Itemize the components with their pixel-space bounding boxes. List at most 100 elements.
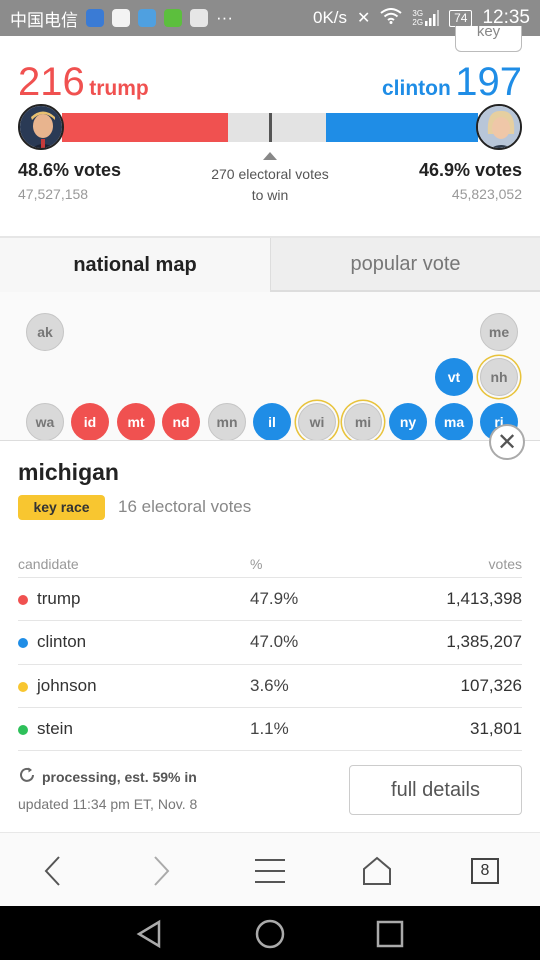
candidate-votes: 107,326 bbox=[460, 676, 522, 695]
key-race-badge: key race bbox=[18, 495, 105, 520]
download-app-icon bbox=[164, 9, 182, 27]
win-marker-arrow-icon bbox=[263, 152, 277, 160]
candidate-color-dot bbox=[18, 682, 28, 692]
chevron-right-icon bbox=[154, 856, 170, 886]
state-mn[interactable]: mn bbox=[208, 403, 246, 441]
clock: 12:35 bbox=[482, 7, 530, 28]
column-header-votes: votes bbox=[488, 556, 522, 572]
tab-national-map[interactable]: national map bbox=[0, 238, 270, 292]
network-speed: 0K/s bbox=[312, 8, 348, 27]
calendar-app-icon bbox=[190, 9, 208, 27]
chevron-left-icon bbox=[44, 856, 60, 886]
processing-text: processing, est. 59% in bbox=[42, 768, 197, 785]
full-details-button[interactable]: full details bbox=[349, 765, 522, 815]
trump-score: 216 trump bbox=[18, 60, 149, 105]
state-title: michigan bbox=[18, 459, 119, 485]
overflow-icon: ··· bbox=[216, 8, 233, 27]
candidate-votes: 31,801 bbox=[470, 719, 522, 738]
candidate-name: clinton bbox=[37, 632, 87, 651]
national-map: ak me vt nh wa id mt nd mn il wi mi ny ma ri bbox=[0, 292, 540, 442]
tab-count: 8 bbox=[471, 858, 499, 884]
notification-app-icon bbox=[86, 9, 104, 27]
candidate-name: johnson bbox=[37, 676, 97, 695]
nav-recents-button[interactable] bbox=[374, 918, 406, 950]
state-mi[interactable]: mi bbox=[344, 403, 382, 441]
clinton-popular-votes: 45,823,052 bbox=[451, 186, 522, 202]
clinton-name: clinton bbox=[381, 77, 451, 100]
column-header-percent: % bbox=[250, 556, 263, 572]
mute-icon: ✕ bbox=[357, 10, 371, 27]
home-button[interactable] bbox=[359, 853, 395, 889]
updated-timestamp: updated 11:34 pm ET, Nov. 8 bbox=[18, 796, 198, 812]
state-wa[interactable]: wa bbox=[26, 403, 64, 441]
candidate-color-dot bbox=[18, 595, 28, 605]
trump-electoral-count: 216 bbox=[18, 60, 85, 104]
home-icon bbox=[363, 856, 391, 885]
state-nh[interactable]: nh bbox=[480, 358, 518, 396]
trump-name: trump bbox=[89, 77, 149, 100]
win-threshold-line bbox=[269, 113, 272, 142]
menu-button[interactable] bbox=[252, 853, 288, 889]
clinton-popular-pct: 46.9% votes bbox=[418, 160, 522, 180]
message-app-icon bbox=[138, 9, 156, 27]
close-button[interactable]: ✕ bbox=[489, 424, 525, 460]
candidate-color-dot bbox=[18, 638, 28, 648]
carrier-label: 中国电信 bbox=[10, 10, 78, 30]
view-tabs: national map popular vote bbox=[0, 236, 540, 292]
nav-home-button[interactable] bbox=[254, 918, 286, 950]
candidate-name: stein bbox=[37, 719, 73, 738]
back-button[interactable] bbox=[35, 853, 71, 889]
candidate-percent: 47.9% bbox=[250, 589, 299, 608]
state-nd[interactable]: nd bbox=[162, 403, 200, 441]
system-nav-bar bbox=[0, 906, 540, 960]
to-win-line2: to win bbox=[251, 187, 289, 203]
network-type-bottom: 2G bbox=[412, 18, 424, 27]
nav-back-button[interactable] bbox=[134, 918, 166, 950]
candidate-percent: 47.0% bbox=[250, 632, 299, 651]
column-header-candidate: candidate bbox=[18, 556, 79, 572]
state-il[interactable]: il bbox=[253, 403, 291, 441]
state-ak[interactable]: ak bbox=[26, 313, 64, 351]
table-row: clinton 47.0% 1,385,207 bbox=[18, 620, 522, 664]
processing-status: processing, est. 59% in bbox=[18, 766, 197, 787]
trump-bar-fill bbox=[62, 113, 228, 142]
trump-popular-pct: 48.6% votes bbox=[18, 160, 122, 180]
triangle-back-icon bbox=[136, 919, 161, 949]
menu-icon bbox=[255, 859, 285, 883]
key-button[interactable]: key bbox=[455, 26, 522, 52]
state-wi[interactable]: wi bbox=[298, 403, 336, 441]
state-me[interactable]: me bbox=[480, 313, 518, 351]
network-type-top: 3G bbox=[412, 9, 424, 18]
square-recents-icon bbox=[376, 920, 404, 948]
forward-button[interactable] bbox=[143, 853, 179, 889]
state-mt[interactable]: mt bbox=[117, 403, 155, 441]
battery-icon: 74 bbox=[449, 9, 473, 27]
signal-icon: 3G 2G bbox=[412, 9, 440, 27]
candidate-votes: 1,413,398 bbox=[446, 589, 522, 608]
browser-toolbar: 8 bbox=[0, 832, 540, 906]
electoral-progress-bar bbox=[62, 113, 478, 142]
table-row: johnson 3.6% 107,326 bbox=[18, 664, 522, 708]
state-id[interactable]: id bbox=[71, 403, 109, 441]
state-vt[interactable]: vt bbox=[435, 358, 473, 396]
status-bar: 中国电信 ··· 0K/s ✕ 3G 2G 74 12:35 bbox=[0, 0, 540, 36]
state-ma[interactable]: ma bbox=[435, 403, 473, 441]
to-win-line1: 270 electoral votes bbox=[211, 166, 329, 182]
table-row: trump 47.9% 1,413,398 bbox=[18, 577, 522, 621]
state-ny[interactable]: ny bbox=[389, 403, 427, 441]
circle-home-icon bbox=[255, 919, 285, 949]
clinton-avatar bbox=[476, 104, 522, 150]
refresh-icon bbox=[18, 766, 36, 787]
clinton-score: clinton 197 bbox=[382, 60, 522, 105]
to-win-label: 270 electoral votes to win bbox=[190, 164, 350, 206]
tab-popular-vote[interactable]: popular vote bbox=[270, 238, 540, 292]
candidate-percent: 3.6% bbox=[250, 676, 289, 695]
clinton-bar-fill bbox=[326, 113, 478, 142]
tabs-button[interactable]: 8 bbox=[467, 853, 503, 889]
candidate-name: trump bbox=[37, 589, 81, 608]
clinton-electoral-count: 197 bbox=[455, 60, 522, 104]
trump-avatar bbox=[18, 104, 64, 150]
candidate-percent: 1.1% bbox=[250, 719, 289, 738]
chrome-icon bbox=[112, 9, 130, 27]
trump-popular-votes: 47,527,158 bbox=[18, 186, 89, 202]
